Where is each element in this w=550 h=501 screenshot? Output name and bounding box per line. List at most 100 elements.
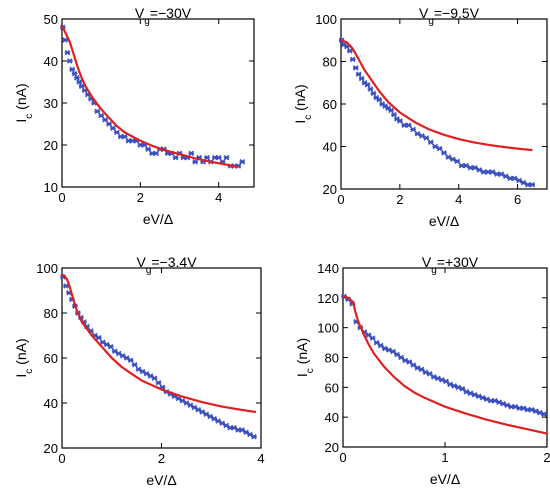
data-point	[64, 49, 71, 56]
y-tick-label: 60	[325, 380, 339, 395]
data-point	[106, 121, 112, 127]
x-tick-label: 4	[455, 192, 462, 207]
data-point	[172, 154, 179, 161]
data-point	[98, 112, 104, 119]
y-tick-label: 20	[44, 138, 58, 153]
y-axis-label: Ic (nA)	[292, 84, 314, 123]
data-point	[369, 335, 376, 341]
x-axis-label: eV/Δ	[143, 211, 173, 227]
y-tick-label: 140	[317, 261, 339, 276]
data-point	[223, 154, 230, 161]
data-point	[62, 37, 68, 43]
data-point	[391, 111, 397, 118]
data-point	[414, 130, 421, 137]
y-tick-label: 60	[323, 97, 337, 112]
data-point	[192, 159, 199, 165]
data-point	[423, 135, 430, 141]
panel-4: 0 1 2 20 40 60 80 100 120 140 Vg=+30V eV/Δ Ic (nA)	[294, 254, 550, 487]
y-tick-label: 120	[317, 291, 339, 306]
x-tick-label: 4	[257, 451, 264, 466]
data-point	[63, 283, 69, 289]
data-point	[155, 379, 162, 386]
data-point	[364, 82, 371, 88]
data-point	[463, 162, 469, 169]
data-point	[454, 158, 461, 165]
y-tick-label: 80	[44, 306, 58, 321]
data-point	[114, 129, 120, 136]
data-point	[204, 154, 210, 161]
data-point	[215, 154, 222, 161]
y-tick-label: 20	[325, 440, 339, 455]
y-tick-label: 50	[44, 12, 58, 27]
y-tick-label: 20	[323, 182, 337, 197]
y-tick-label: 100	[315, 12, 337, 27]
data-point	[388, 107, 394, 114]
plot-frame	[342, 267, 548, 448]
y-axis-label: Ic (nA)	[13, 338, 35, 377]
data-point	[419, 133, 425, 139]
data-point	[67, 58, 73, 64]
data-point	[121, 133, 128, 140]
data-point	[489, 169, 496, 175]
data-point	[74, 75, 80, 81]
data-point	[370, 90, 377, 97]
x-axis-label: eV/Δ	[146, 472, 176, 488]
data-point	[405, 122, 412, 129]
x-tick-label: 2	[396, 192, 403, 207]
data-point	[71, 70, 78, 77]
data-point	[410, 126, 416, 133]
data-point	[498, 171, 505, 177]
x-tick-label: 4	[215, 190, 222, 205]
panel-3: 0 2 4 20 40 60 80 100 Vg=−3.4V eV/Δ Ic (nA)	[13, 254, 265, 488]
x-axis-label: eV/Δ	[430, 471, 460, 487]
x-tick-label: 1	[441, 450, 448, 465]
fit-curve	[340, 39, 533, 152]
data-point	[427, 139, 434, 146]
x-tick-label: 0	[58, 190, 65, 205]
data-point	[102, 117, 108, 123]
data-point	[358, 75, 365, 82]
data-point	[69, 66, 75, 73]
panel-title: Vg=+30V	[422, 254, 479, 276]
data-point	[131, 361, 138, 368]
y-tick-label: 30	[44, 96, 58, 111]
panel-title: Vg=−3.4V	[136, 254, 197, 276]
x-tick-label: 2	[543, 450, 550, 465]
y-tick-label: 40	[323, 140, 337, 155]
data-point	[96, 334, 102, 341]
x-tick-label: 2	[137, 190, 144, 205]
x-tick-label: 6	[514, 192, 521, 207]
y-axis-label: Ic (nA)	[294, 338, 316, 377]
y-tick-label: 20	[44, 441, 58, 456]
y-axis-label: Ic (nA)	[13, 83, 35, 122]
y-tick-label: 80	[325, 351, 339, 366]
plot-frame	[61, 267, 262, 449]
data-point	[529, 181, 536, 188]
data-point	[436, 145, 443, 152]
data-point	[397, 118, 403, 124]
data-point	[127, 357, 134, 364]
data-point	[503, 173, 509, 180]
y-tick-label: 40	[44, 54, 58, 69]
data-point	[445, 154, 452, 160]
x-tick-label: 2	[158, 451, 165, 466]
x-tick-label: 0	[339, 450, 346, 465]
data-point	[251, 433, 257, 440]
panel-title: Vg=−30V	[135, 5, 192, 27]
panel-2: 0 2 4 6 20 40 60 80 100 Vg=−9.5V eV/Δ Ic (nA)	[292, 5, 548, 229]
data-point	[239, 159, 246, 165]
data-point	[151, 375, 158, 382]
panel-1: 0 2 4 10 20 30 40 50 Vg=−30V eV/Δ Ic (nA)	[13, 5, 255, 227]
data-point	[511, 175, 518, 182]
data-point	[472, 164, 478, 171]
data-point	[476, 167, 483, 173]
fit-curve	[342, 295, 548, 435]
data-point	[541, 411, 547, 417]
data-point	[516, 177, 522, 184]
x-tick-label: 0	[337, 192, 344, 207]
data-point	[432, 143, 438, 150]
y-tick-label: 100	[36, 261, 58, 276]
y-tick-label: 100	[317, 321, 339, 336]
data-point	[76, 79, 83, 85]
